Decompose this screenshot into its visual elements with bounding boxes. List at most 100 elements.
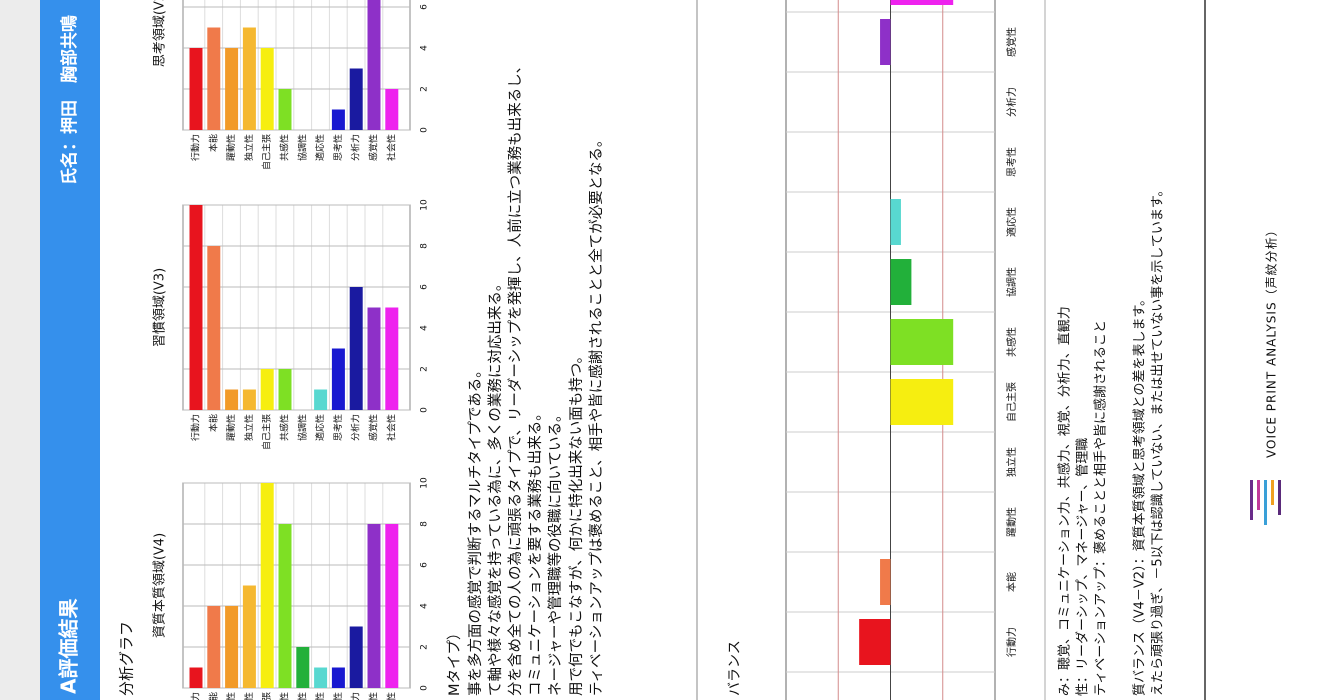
category-label: 社会性 <box>385 414 397 441</box>
bar <box>260 369 274 410</box>
bar <box>225 389 239 410</box>
tick-label: 4 <box>420 603 430 609</box>
description-line: Mタイプ） <box>446 625 463 696</box>
chart-title: 思考領域(V2) <box>152 0 168 67</box>
category-label: 分析力 <box>350 414 362 441</box>
bar <box>349 287 363 410</box>
category-label: 協調性 <box>296 692 308 700</box>
description-line: 事を多方面の感覚で判断するマルチタイプである。 <box>467 363 484 696</box>
bar <box>207 246 221 410</box>
category-label: 共感性 <box>279 134 291 161</box>
category-label: 行動力 <box>190 134 202 161</box>
category-label: 共感性 <box>279 692 291 700</box>
description-line: 用で何でもこなすが、何かに特化出来ない面も持つ。 <box>568 349 585 696</box>
bar <box>367 524 381 688</box>
summary-line: み：聴覚、コミュニケーション力、共感力、視覚、分析力、直観力 <box>1057 306 1073 696</box>
category-label: 適応性 <box>314 414 326 441</box>
bar <box>349 626 363 688</box>
bar <box>385 307 399 410</box>
tick-label: 0 <box>420 407 430 413</box>
bar <box>331 667 345 688</box>
header-title: A評価結果 <box>57 599 81 694</box>
left-margin <box>0 0 40 700</box>
bar <box>260 483 274 688</box>
bar <box>278 89 292 130</box>
bar <box>859 619 891 665</box>
tick-label: 2 <box>420 644 430 650</box>
logo-stroke <box>1264 480 1267 525</box>
bar <box>385 524 399 688</box>
bar <box>225 606 239 688</box>
category-label: 適応性 <box>1005 207 1018 237</box>
tick-label: 8 <box>420 243 430 249</box>
category-label: 適応性 <box>314 692 326 700</box>
category-label: 躍動性 <box>225 692 237 700</box>
category-label: 本能 <box>207 134 219 152</box>
category-label: 分析力 <box>350 692 362 700</box>
category-label: 自己主張 <box>261 134 273 170</box>
bar <box>890 199 901 245</box>
bar <box>314 667 328 688</box>
bar <box>278 369 292 410</box>
bar <box>207 606 221 688</box>
category-label: 適応性 <box>314 134 326 161</box>
bar <box>242 585 256 688</box>
bar <box>278 524 292 688</box>
category-label: 感覚性 <box>368 134 380 161</box>
category-label: 分析力 <box>350 134 362 161</box>
category-label: 協調性 <box>1005 267 1018 297</box>
section-title: 分析グラフ <box>118 621 136 696</box>
tick-label: 6 <box>420 562 430 568</box>
description-line: ネージャーや管理職等の役職に向いている。 <box>546 407 564 696</box>
chart-title: バランス <box>727 640 743 696</box>
category-label: 共感性 <box>279 414 291 441</box>
chart-title: 資質本質領域(V4) <box>152 533 168 638</box>
chart-title: 習慣領域(V3) <box>152 268 168 347</box>
category-label: 共感性 <box>1005 327 1018 357</box>
tick-label: 2 <box>420 86 430 92</box>
bar <box>331 109 345 130</box>
note-line: 質バランス（V4－V2）：資質本質領域と思考領域との差を表します。 <box>1132 293 1148 696</box>
bar <box>189 48 203 130</box>
category-label: 感覚性 <box>368 692 380 700</box>
category-label: 本能 <box>207 414 219 432</box>
category-label: 独立性 <box>1005 447 1018 477</box>
bar <box>260 48 274 130</box>
tick-label: 2 <box>420 366 430 372</box>
logo <box>1250 480 1281 525</box>
category-label: 躍動性 <box>225 414 237 441</box>
tick-label: 10 <box>420 199 430 211</box>
bar <box>880 19 891 65</box>
tick-label: 0 <box>420 127 430 133</box>
bar <box>890 259 912 305</box>
bar <box>349 68 363 130</box>
bar <box>367 307 381 410</box>
category-label: 社会性 <box>385 692 397 700</box>
category-label: 感覚性 <box>368 414 380 441</box>
bar <box>225 48 239 130</box>
category-label: 思考性 <box>332 414 344 441</box>
category-label: 協調性 <box>296 134 308 161</box>
description-line: コミュニケーションを要する業務も出来る。 <box>527 406 544 696</box>
category-label: 独立性 <box>243 414 255 441</box>
bar <box>314 389 328 410</box>
tick-label: 4 <box>420 325 430 331</box>
header-name: 氏名：押田 胸部共鳴 <box>59 15 80 185</box>
category-label: 本能 <box>1005 572 1018 592</box>
note-line: えたら頑張り過ぎ、－5以下は認識していない、または出せていない事を示しています。 <box>1150 183 1166 696</box>
bar <box>242 389 256 410</box>
bar <box>880 559 891 605</box>
category-label: 思考性 <box>332 692 344 700</box>
tick-label: 8 <box>420 521 430 527</box>
category-label: 思考性 <box>332 134 344 161</box>
summary-line: ティベーションアップ：褒めることと相手や皆に感謝されること <box>1093 320 1109 696</box>
category-label: 行動力 <box>190 692 202 700</box>
tick-label: 6 <box>420 284 430 290</box>
tick-label: 0 <box>420 685 430 691</box>
category-label: 躍動性 <box>225 134 237 161</box>
category-label: 自己主張 <box>261 692 273 700</box>
bar <box>385 89 399 130</box>
category-label: 感覚性 <box>1005 27 1018 57</box>
category-label: 自己主張 <box>261 414 273 450</box>
description-line: ティベーションアップは褒めること、相手や皆に感謝されることと全てが必要となる。 <box>587 133 605 696</box>
